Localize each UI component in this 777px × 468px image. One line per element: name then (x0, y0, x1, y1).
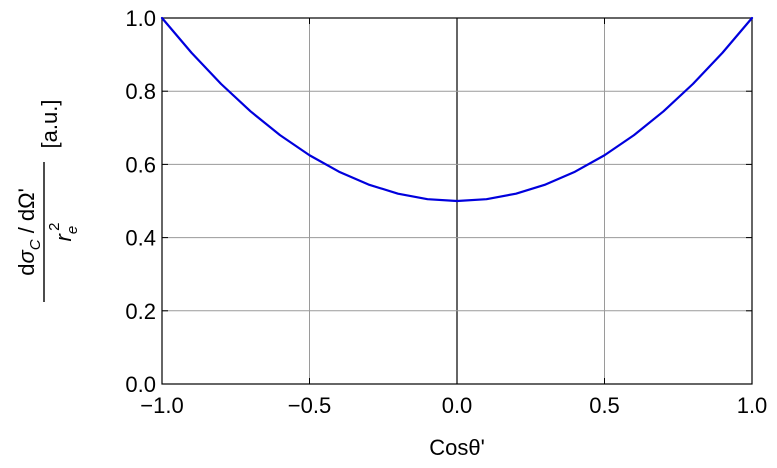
x-tick-label: 0.5 (589, 393, 620, 418)
x-tick-label: 1.0 (737, 393, 768, 418)
x-axis-label: Cosθ' (429, 435, 485, 460)
y-tick-label: 0.4 (125, 226, 156, 251)
tick-labels: −1.0 −0.5 0.0 0.5 1.0 0.0 0.2 0.4 0.6 0.8 1.0 (125, 6, 767, 418)
y-axis-numerator: dσC / dΩ' (14, 188, 44, 276)
y-tick-label: 1.0 (125, 6, 156, 31)
y-tick-label: 0.0 (125, 372, 156, 397)
series-line (160, 16, 754, 203)
y-axis-units: [a.u.] (37, 100, 62, 149)
x-axis-label-text: Cosθ' (429, 435, 485, 460)
x-tick-label: −0.5 (288, 393, 331, 418)
series-layer (160, 16, 754, 203)
y-tick-label: 0.2 (125, 299, 156, 324)
y-axis-label: dσC / dΩ' re2 [a.u.] (14, 100, 81, 302)
x-tick-label: −1.0 (140, 393, 183, 418)
y-axis-denominator: re2 (46, 222, 81, 241)
y-tick-label: 0.8 (125, 79, 156, 104)
x-tick-label: 0.0 (442, 393, 473, 418)
y-tick-label: 0.6 (125, 152, 156, 177)
